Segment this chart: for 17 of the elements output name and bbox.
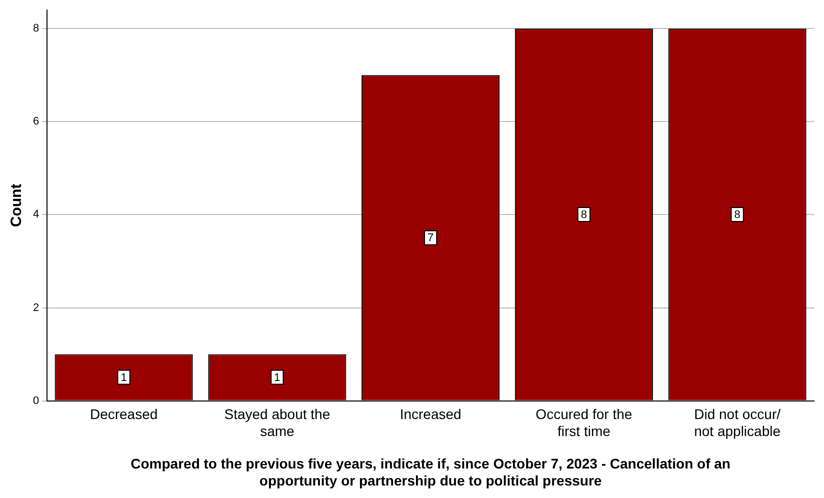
y-tick-label: 4: [32, 208, 40, 221]
x-tick-label: Increased: [400, 406, 462, 422]
x-tick-label: Decreased: [90, 406, 158, 422]
x-axis-title: Compared to the previous five years, indicate if, since October 7, 2023 - Cancellation of an opportunity or partnership due to political pressure: [130, 456, 730, 488]
x-tick-label: Stayed about the same: [224, 406, 330, 439]
y-tick-label: 8: [32, 22, 40, 35]
y-tick-label: 2: [32, 302, 40, 314]
data-label: 1: [120, 372, 127, 384]
data-label: 7: [427, 232, 434, 244]
data-label: 1: [274, 372, 280, 384]
y-tick-label: 0: [32, 394, 40, 407]
data-label: 8: [734, 208, 740, 221]
y-tick-label: 6: [32, 116, 40, 128]
y-axis-title: Count: [8, 184, 26, 228]
x-tick-label: Did not occur/ not applicable: [694, 406, 781, 439]
data-label: 8: [580, 208, 587, 221]
x-tick-label: Occured for the first time: [536, 406, 632, 439]
